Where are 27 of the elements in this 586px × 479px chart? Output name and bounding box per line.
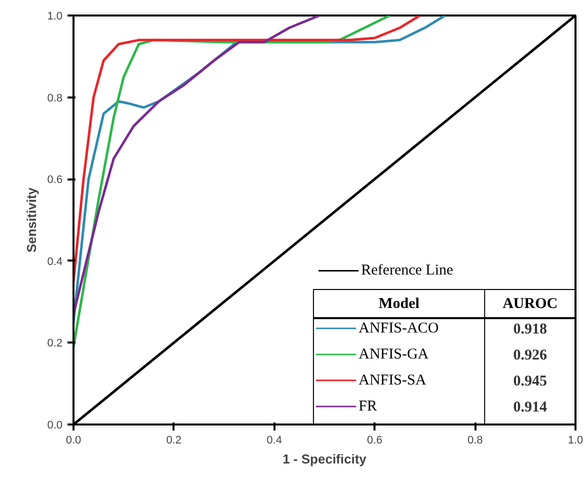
x-tick-label: 0.6 bbox=[367, 434, 382, 446]
legend-label: ANFIS-SA bbox=[358, 372, 426, 388]
y-axis-title: Sensitivity bbox=[24, 186, 40, 253]
legend-label: ANFIS-GA bbox=[358, 346, 429, 363]
x-tick-label: 0.4 bbox=[266, 434, 282, 446]
x-tick-label: 1.0 bbox=[568, 434, 584, 446]
line-series bbox=[74, 16, 321, 316]
annotation: AUROC bbox=[502, 296, 558, 312]
x-axis-title: 1 - Specificity bbox=[282, 452, 368, 466]
legend-label: FR bbox=[358, 398, 377, 415]
y-tick-label: 0.6 bbox=[47, 174, 63, 186]
x-tick-label: 0.8 bbox=[467, 434, 483, 446]
annotation: 0.918 bbox=[513, 321, 547, 338]
line-series bbox=[74, 16, 422, 283]
y-tick-label: 0.4 bbox=[47, 256, 63, 268]
x-tick-label: 0.2 bbox=[166, 434, 182, 446]
legend-label: ANFIS-ACO bbox=[358, 320, 439, 336]
y-tick-label: 1.0 bbox=[47, 10, 63, 22]
y-tick-label: 0.0 bbox=[47, 420, 63, 432]
annotation: 0.926 bbox=[513, 348, 548, 364]
legend-label: Reference Line bbox=[361, 262, 454, 279]
annotation: 0.914 bbox=[513, 400, 548, 416]
x-tick-label: 0.0 bbox=[66, 434, 82, 446]
y-tick-label: 0.8 bbox=[47, 92, 63, 104]
annotation: 0.945 bbox=[513, 373, 547, 390]
legend-title: Model bbox=[378, 296, 420, 312]
y-tick-label: 0.2 bbox=[47, 338, 63, 350]
